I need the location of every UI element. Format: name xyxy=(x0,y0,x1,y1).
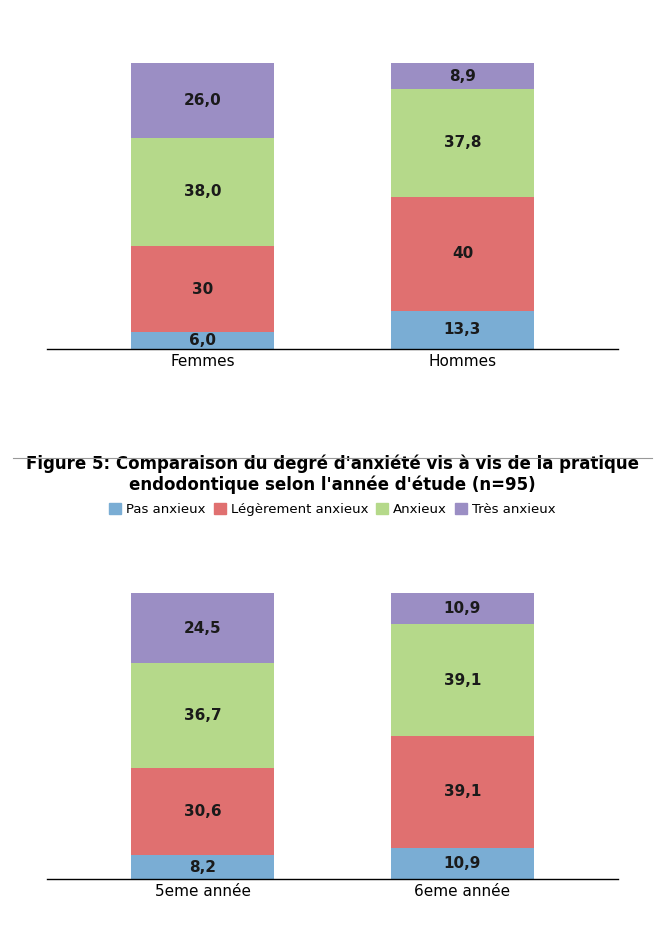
Text: 10,9: 10,9 xyxy=(444,601,481,616)
Text: 13,3: 13,3 xyxy=(444,323,481,338)
Text: 6,0: 6,0 xyxy=(189,333,216,348)
Text: 37,8: 37,8 xyxy=(444,135,481,150)
Text: 30,6: 30,6 xyxy=(184,804,221,820)
Bar xyxy=(391,736,534,847)
Bar xyxy=(131,768,274,856)
Bar xyxy=(391,593,534,624)
Bar xyxy=(131,138,274,246)
Text: 26,0: 26,0 xyxy=(184,93,221,108)
Text: 8,9: 8,9 xyxy=(449,68,476,83)
Title: Figure 5: Comparaison du degré d'anxiété vis à vis de la pratique
endodontique s: Figure 5: Comparaison du degré d'anxiété… xyxy=(26,454,639,494)
Bar xyxy=(131,332,274,349)
Text: 8,2: 8,2 xyxy=(189,859,216,874)
Text: 40: 40 xyxy=(452,246,473,262)
Bar xyxy=(391,89,534,197)
Bar xyxy=(391,847,534,879)
Bar xyxy=(131,663,274,768)
Bar xyxy=(131,593,274,663)
Text: 38,0: 38,0 xyxy=(184,184,221,200)
Legend: Pas anxieux, Légèrement anxieux, Anxieux, Très anxieux: Pas anxieux, Légèrement anxieux, Anxieux… xyxy=(104,498,561,522)
Text: 39,1: 39,1 xyxy=(444,672,481,687)
Text: 24,5: 24,5 xyxy=(184,621,221,635)
Bar xyxy=(391,64,534,89)
Text: 10,9: 10,9 xyxy=(444,856,481,870)
Text: 39,1: 39,1 xyxy=(444,784,481,799)
Bar xyxy=(391,311,534,349)
Bar xyxy=(131,856,274,879)
Text: 36,7: 36,7 xyxy=(184,708,221,723)
Text: 30: 30 xyxy=(192,281,213,297)
Bar xyxy=(391,197,534,311)
Bar xyxy=(131,64,274,138)
Bar xyxy=(391,624,534,736)
Bar xyxy=(131,246,274,332)
